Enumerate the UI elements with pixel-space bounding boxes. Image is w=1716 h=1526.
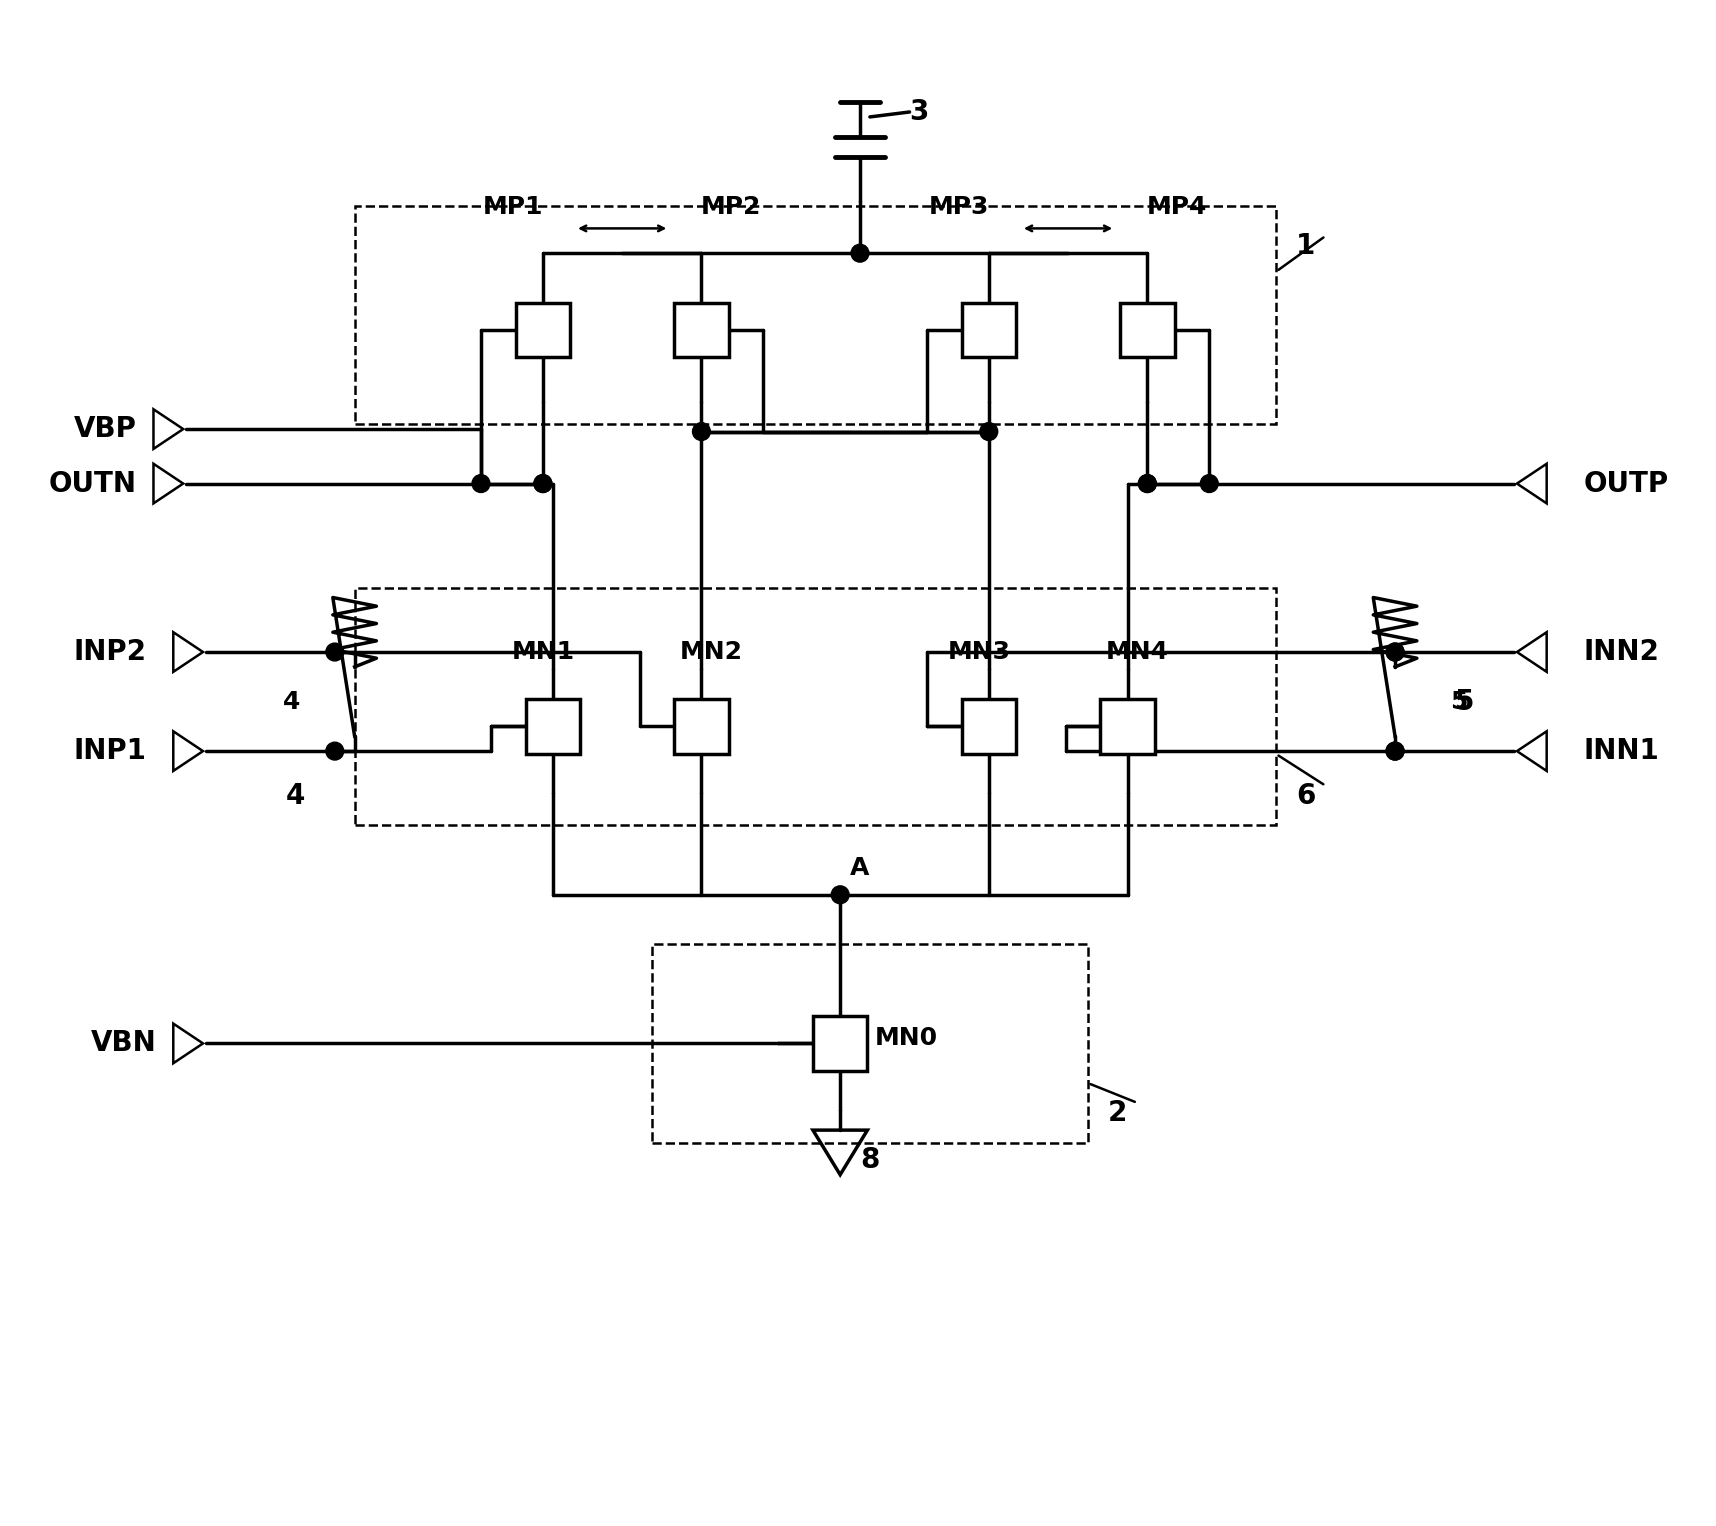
Bar — [515, 302, 570, 357]
Circle shape — [326, 642, 343, 661]
Bar — [674, 699, 729, 754]
Bar — [813, 1016, 867, 1071]
Text: INN1: INN1 — [1584, 737, 1659, 765]
Circle shape — [851, 244, 868, 262]
Circle shape — [1387, 642, 1404, 661]
Circle shape — [980, 423, 997, 441]
Circle shape — [693, 423, 710, 441]
Text: INN2: INN2 — [1584, 638, 1659, 665]
Text: 1: 1 — [1296, 232, 1314, 259]
Circle shape — [534, 475, 553, 493]
Text: MN4: MN4 — [1105, 641, 1169, 664]
Text: 8: 8 — [860, 1146, 879, 1173]
Text: MP4: MP4 — [1146, 194, 1208, 218]
Text: 4: 4 — [285, 781, 305, 810]
Text: INP2: INP2 — [74, 638, 146, 665]
Circle shape — [1138, 475, 1157, 493]
Bar — [961, 302, 1016, 357]
Circle shape — [326, 742, 343, 760]
Circle shape — [1387, 742, 1404, 760]
Circle shape — [534, 475, 553, 493]
Text: A: A — [849, 856, 870, 881]
Text: VBN: VBN — [91, 1030, 156, 1058]
Bar — [1121, 302, 1174, 357]
Text: MN2: MN2 — [680, 641, 743, 664]
Circle shape — [1138, 475, 1157, 493]
Text: MN1: MN1 — [511, 641, 575, 664]
Text: MP2: MP2 — [700, 194, 762, 218]
Text: 5: 5 — [1455, 688, 1474, 716]
Circle shape — [1201, 475, 1218, 493]
Text: 6: 6 — [1296, 781, 1316, 810]
Text: 3: 3 — [909, 98, 928, 127]
Text: 4: 4 — [283, 690, 300, 714]
Text: INP1: INP1 — [74, 737, 146, 765]
Bar — [525, 699, 580, 754]
Bar — [961, 699, 1016, 754]
Text: MN0: MN0 — [875, 1027, 939, 1050]
Text: VBP: VBP — [74, 415, 137, 443]
Text: OUTP: OUTP — [1584, 470, 1668, 497]
Bar — [1100, 699, 1155, 754]
Circle shape — [1387, 642, 1404, 661]
Text: 2: 2 — [1109, 1099, 1127, 1126]
Circle shape — [831, 887, 849, 903]
Circle shape — [472, 475, 489, 493]
Text: OUTN: OUTN — [48, 470, 137, 497]
Text: 5: 5 — [1450, 690, 1467, 714]
Bar — [674, 302, 729, 357]
Circle shape — [1387, 742, 1404, 760]
Text: MP3: MP3 — [928, 194, 988, 218]
Text: MP1: MP1 — [482, 194, 544, 218]
Text: MN3: MN3 — [947, 641, 1011, 664]
